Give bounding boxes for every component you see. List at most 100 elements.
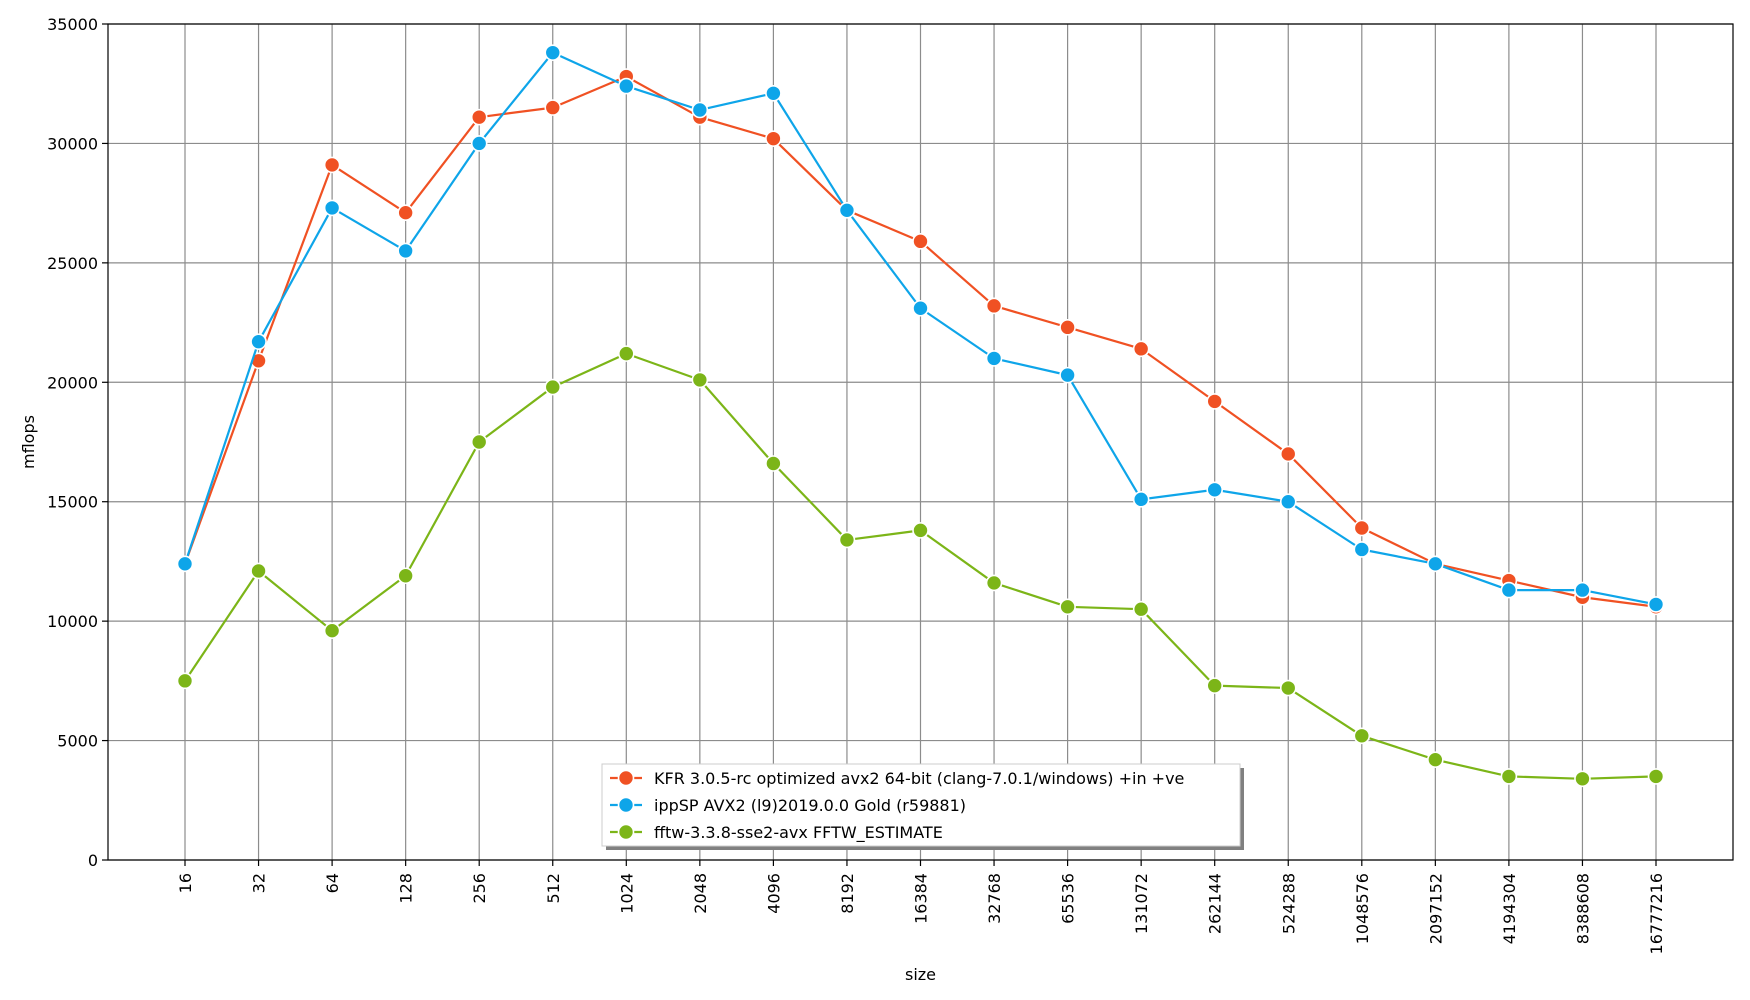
data-point: [1279, 679, 1297, 697]
data-point: [1353, 519, 1371, 537]
x-axis-ticks: 16 32 64 128 256 512 1024 2048 4096 8192 16384 3276…: [176, 860, 1666, 954]
y-tick-label: 30000: [47, 134, 98, 153]
x-tick-label: 4096: [764, 873, 783, 914]
data-point: [1279, 445, 1297, 463]
x-tick-label: 64: [323, 873, 342, 893]
data-point: [397, 242, 414, 260]
data-point: [691, 371, 709, 389]
legend-marker: [617, 823, 635, 841]
legend-marker: [617, 796, 635, 814]
y-tick-label: 15000: [47, 493, 98, 512]
legend-entries: KFR 3.0.5-rc optimized avx2 64-bit (clan…: [610, 769, 1184, 843]
data-point: [1500, 581, 1518, 599]
data-point: [1353, 727, 1371, 745]
data-point: [470, 108, 488, 126]
data-point: [544, 378, 562, 396]
data-point: [617, 345, 635, 362]
data-point: [544, 99, 562, 116]
data-point: [250, 352, 267, 370]
data-point: [1132, 340, 1150, 358]
data-point: [1059, 366, 1076, 384]
x-tick-label: 2097152: [1426, 873, 1445, 944]
data-point: [1206, 393, 1223, 410]
data-point: [1647, 768, 1665, 785]
x-tick-label: 2048: [691, 873, 710, 914]
data-point: [912, 522, 929, 539]
x-tick-label: 262144: [1206, 873, 1225, 934]
x-tick-label: 8192: [838, 873, 857, 914]
data-point: [838, 531, 856, 549]
x-tick-label: 32: [250, 873, 269, 893]
data-point: [397, 567, 414, 585]
data-point: [985, 574, 1003, 592]
data-point: [176, 672, 194, 690]
series-3: [176, 345, 1665, 788]
legend-marker: [617, 769, 635, 787]
data-point: [397, 204, 414, 221]
data-point: [985, 350, 1003, 367]
data-point: [323, 156, 341, 174]
data-point: [1500, 768, 1518, 785]
x-tick-label: 131072: [1132, 873, 1151, 934]
y-tick-label: 20000: [47, 373, 98, 392]
legend-entry: ippSP AVX2 (l9)2019.0.0 Gold (r59881): [610, 796, 966, 815]
y-tick-label: 5000: [57, 732, 98, 751]
data-point: [1647, 596, 1665, 613]
y-tick-label: 10000: [47, 612, 98, 631]
data-point: [470, 433, 488, 451]
x-tick-label: 16: [176, 873, 195, 893]
x-tick-label: 256: [470, 873, 489, 904]
x-tick-label: 16777216: [1647, 873, 1666, 954]
y-axis-ticks: 0 5000 10000 15000 20000 25000 30000 35000: [47, 15, 108, 870]
data-point: [838, 202, 856, 219]
legend-entry: KFR 3.0.5-rc optimized avx2 64-bit (clan…: [610, 769, 1184, 788]
data-point: [691, 101, 709, 119]
y-tick-label: 0: [88, 851, 98, 870]
legend-box: [601, 763, 1241, 847]
data-point: [323, 199, 341, 217]
series-2: [176, 44, 1665, 613]
legend-label: fftw-3.3.8-sse2-avx FFTW_ESTIMATE: [654, 823, 943, 843]
x-tick-label: 512: [544, 873, 563, 904]
y-tick-label: 35000: [47, 15, 98, 34]
data-point: [1059, 598, 1076, 616]
data-point: [250, 562, 267, 580]
data-point: [1279, 493, 1297, 511]
legend-label: ippSP AVX2 (l9)2019.0.0 Gold (r59881): [654, 796, 966, 815]
data-point: [765, 130, 782, 147]
data-point: [1059, 319, 1076, 336]
y-axis-label: mflops: [19, 415, 38, 469]
legend-entry: fftw-3.3.8-sse2-avx FFTW_ESTIMATE: [610, 823, 943, 843]
x-tick-label: 8388608: [1573, 873, 1592, 944]
data-point: [1132, 600, 1150, 618]
data-point: [985, 297, 1003, 315]
x-tick-label: 128: [397, 873, 416, 904]
data-point: [765, 455, 782, 472]
x-axis-label: size: [905, 965, 936, 984]
data-point: [1353, 541, 1371, 558]
x-tick-label: 4194304: [1500, 873, 1519, 944]
data-point: [250, 333, 267, 350]
data-point: [912, 233, 929, 250]
legend: KFR 3.0.5-rc optimized avx2 64-bit (clan…: [601, 763, 1244, 850]
data-point: [470, 135, 488, 152]
data-point: [1206, 677, 1223, 694]
data-point: [544, 44, 562, 61]
data-point: [1206, 481, 1223, 499]
x-tick-label: 524288: [1279, 873, 1298, 934]
legend-label: KFR 3.0.5-rc optimized avx2 64-bit (clan…: [654, 769, 1184, 788]
y-tick-label: 25000: [47, 254, 98, 273]
x-tick-label: 1024: [617, 873, 636, 914]
data-point: [1427, 751, 1444, 768]
data-point: [1574, 770, 1591, 788]
series-group: [176, 44, 1665, 788]
x-tick-label: 1048576: [1353, 873, 1372, 944]
data-point: [617, 77, 635, 95]
data-point: [912, 299, 929, 317]
x-tick-label: 32768: [985, 873, 1004, 924]
x-tick-label: 65536: [1059, 873, 1078, 924]
data-point: [1427, 555, 1444, 573]
data-point: [1132, 491, 1150, 508]
data-point: [765, 84, 782, 102]
